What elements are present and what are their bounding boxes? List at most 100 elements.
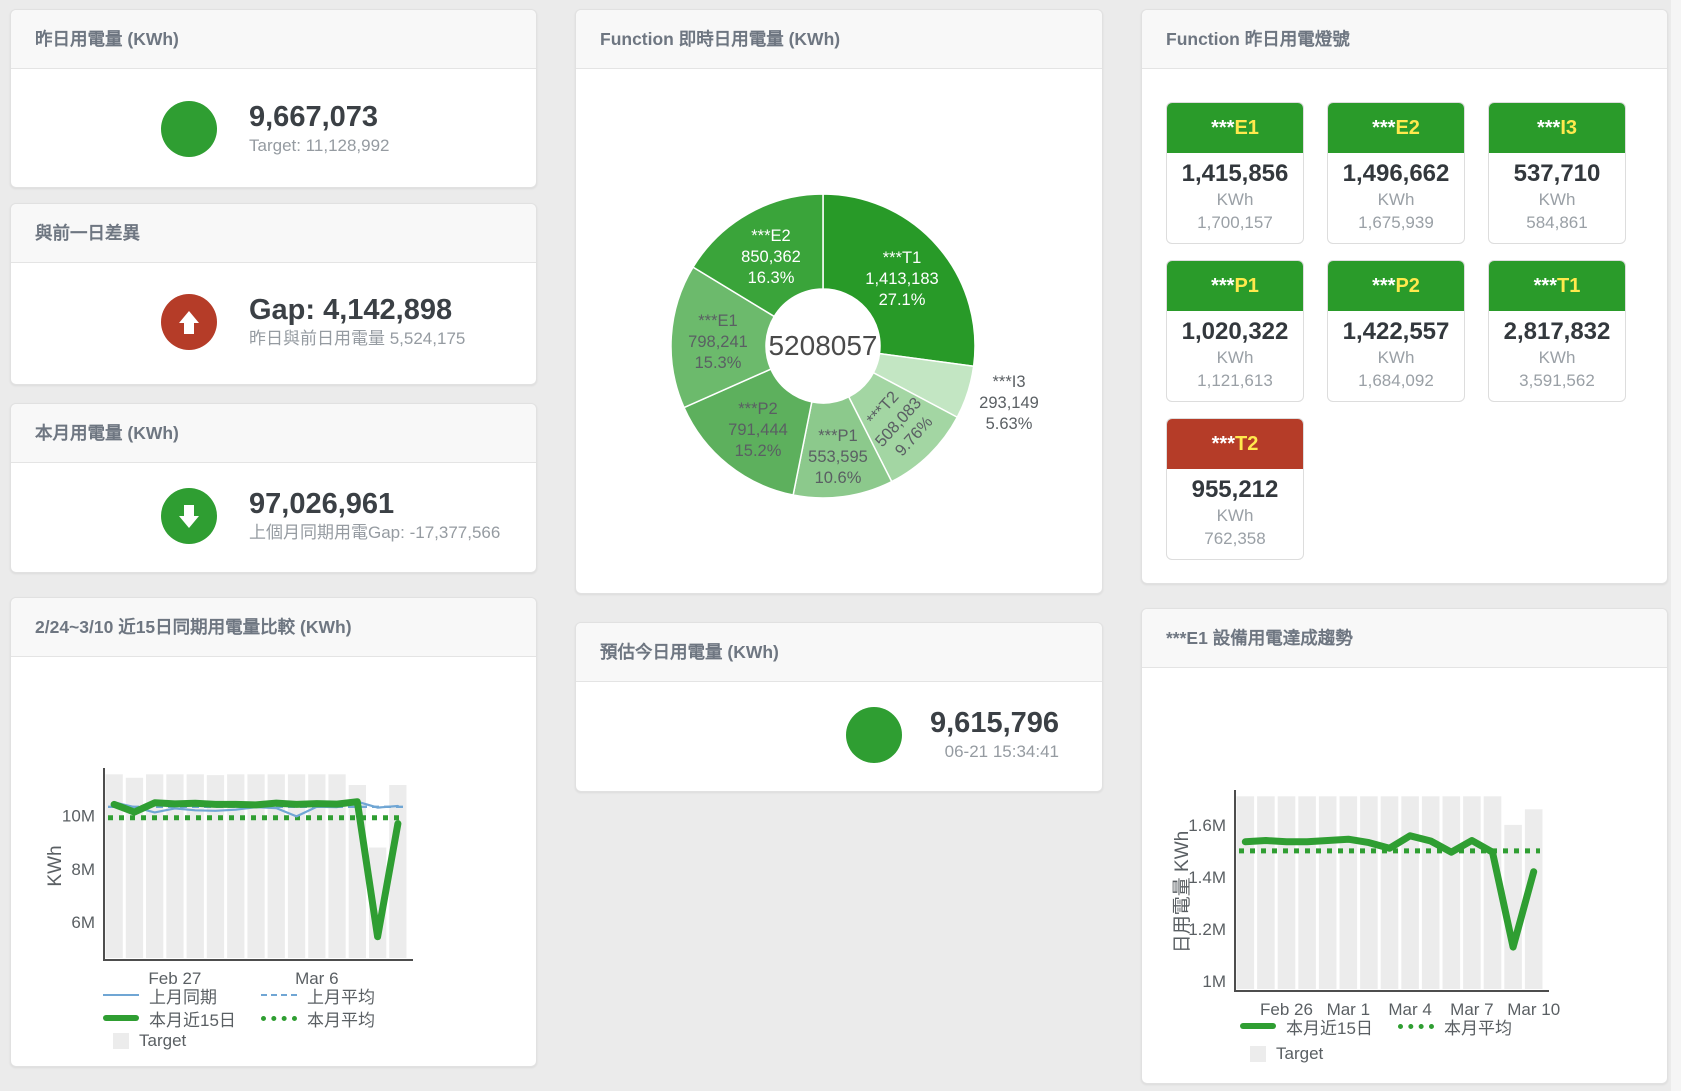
svg-text:8M: 8M xyxy=(71,860,95,879)
blue-dash-swatch-icon xyxy=(261,994,297,996)
tile-header: ***T2 xyxy=(1167,419,1303,469)
tile-value: 537,710 xyxy=(1513,160,1601,187)
card-yesterday-usage: 昨日用電量 (KWh) 9,667,073 Target: 11,128,992 xyxy=(10,9,537,188)
legend-item-last-month-avg[interactable]: 上月平均 xyxy=(261,983,419,1008)
tile-target: 762,358 xyxy=(1204,529,1266,548)
tile-unit: KWh xyxy=(1538,348,1576,367)
arrow-up-icon xyxy=(179,310,199,334)
svg-text:Mar 4: Mar 4 xyxy=(1388,1000,1431,1019)
compare15-line-chart[interactable]: 6M 8M 10M Feb 27 Mar 6 KWh xyxy=(11,598,538,1068)
gray-box-swatch-icon xyxy=(1250,1046,1266,1062)
legend-label: 本月平均 xyxy=(1444,1018,1512,1038)
green-line-swatch-icon xyxy=(1240,1023,1276,1029)
card-title: 預估今日用電量 (KWh) xyxy=(576,623,1102,682)
tile-value: 1,415,856 xyxy=(1181,160,1289,187)
svg-text:Mar 6: Mar 6 xyxy=(295,969,338,988)
tile-header: ***E2 xyxy=(1328,103,1464,153)
svg-text:6M: 6M xyxy=(71,913,95,932)
status-circle-green-icon xyxy=(161,101,217,157)
tile-p2[interactable]: ***P2 1,422,557 KWh 1,684,092 xyxy=(1327,260,1465,402)
stat-subtitle: Target: 11,128,992 xyxy=(249,136,390,155)
compare15-legend: 上月同期 上月平均 本月近15日 本月平均 xyxy=(103,984,419,1053)
svg-text:日用電量 KWh: 日用電量 KWh xyxy=(1172,831,1193,953)
status-circle-green-icon xyxy=(846,707,902,763)
stat-body: 9,615,796 06-21 15:34:41 xyxy=(576,682,1102,788)
tile-header: ***I3 xyxy=(1489,103,1625,153)
card-e1-trend-chart: ***E1 設備用電達成趨勢 1M 1.2M 1.4M 1.6M Feb 26 Mar 1… xyxy=(1141,608,1668,1084)
gray-box-swatch-icon xyxy=(113,1033,129,1049)
legend-item-target[interactable]: Target xyxy=(103,1031,261,1051)
tile-unit: KWh xyxy=(1377,348,1415,367)
stat-text: 9,667,073 Target: 11,128,992 xyxy=(249,100,390,158)
legend-label: 上月平均 xyxy=(307,987,375,1007)
tile-p1[interactable]: ***P1 1,020,322 KWh 1,121,613 xyxy=(1166,260,1304,402)
tile-header: ***P2 xyxy=(1328,261,1464,311)
card-realtime-donut: Function 即時日用電量 (KWh) ***T1 1,413,183 27.1… xyxy=(575,9,1103,594)
legend-item-this-month-avg[interactable]: 本月平均 xyxy=(1398,1014,1556,1039)
legend-label: 本月近15日 xyxy=(149,1010,236,1030)
tile-target: 1,675,939 xyxy=(1358,213,1434,232)
card-title: Function 昨日用電燈號 xyxy=(1142,10,1667,69)
stat-value: 9,615,796 xyxy=(930,707,1060,739)
e1-trend-line-chart[interactable]: 1M 1.2M 1.4M 1.6M Feb 26 Mar 1 Mar 4 Mar 7 Mar 1… xyxy=(1142,609,1669,1085)
e1-trend-legend: 本月近15日 本月平均 Target xyxy=(1240,1015,1556,1066)
legend-item-target[interactable]: Target xyxy=(1240,1044,1398,1064)
card-title: Function 即時日用電量 (KWh) xyxy=(576,10,1102,69)
svg-text:10M: 10M xyxy=(62,807,95,826)
legend-item-this-month[interactable]: 本月近15日 xyxy=(103,1006,261,1031)
svg-text:Feb 26: Feb 26 xyxy=(1260,1000,1313,1019)
stat-text: 97,026,961 上個月同期用電Gap: -17,377,566 xyxy=(249,487,500,545)
legend-label: Target xyxy=(1276,1044,1324,1063)
tile-value: 1,496,662 xyxy=(1342,160,1450,187)
lights-tile-grid: ***E1 1,415,856 KWh 1,700,157 ***E2 1,49… xyxy=(1142,69,1667,593)
tile-value: 955,212 xyxy=(1191,476,1279,503)
tile-header: ***P1 xyxy=(1167,261,1303,311)
stat-subtitle: 昨日與前日用電量 5,524,175 xyxy=(249,329,466,348)
svg-text:Mar 10: Mar 10 xyxy=(1507,1000,1560,1019)
tile-i3[interactable]: ***I3 537,710 KWh 584,861 xyxy=(1488,102,1626,244)
legend-item-this-month-avg[interactable]: 本月平均 xyxy=(261,1006,419,1031)
tile-header: ***E1 xyxy=(1167,103,1303,153)
tile-unit: KWh xyxy=(1216,506,1254,525)
stat-value: 9,667,073 xyxy=(249,101,379,133)
tile-unit: KWh xyxy=(1538,190,1576,209)
tile-target: 584,861 xyxy=(1526,213,1588,232)
arrow-down-icon xyxy=(179,504,199,528)
stat-text: 9,615,796 06-21 15:34:41 xyxy=(930,706,1059,764)
arrow-up-circle-icon xyxy=(161,294,217,350)
card-month-usage: 本月用電量 (KWh) 97,026,961 上個月同期用電Gap: -17,3… xyxy=(10,403,537,573)
realtime-donut-chart[interactable]: ***T1 1,413,183 27.1%***I3 293,149 5.63%***T… xyxy=(576,10,1104,595)
tile-t2[interactable]: ***T2 955,212 KWh 762,358 xyxy=(1166,418,1304,560)
tile-value: 1,020,322 xyxy=(1181,318,1289,345)
card-title: 與前一日差異 xyxy=(11,204,536,263)
legend-item-last-month[interactable]: 上月同期 xyxy=(103,983,261,1008)
green-dot-swatch-icon xyxy=(261,1015,297,1021)
svg-text:Mar 7: Mar 7 xyxy=(1450,1000,1493,1019)
tile-unit: KWh xyxy=(1377,190,1415,209)
stat-body: 97,026,961 上個月同期用電Gap: -17,377,566 xyxy=(11,463,536,569)
card-title: 昨日用電量 (KWh) xyxy=(11,10,536,69)
card-today-estimate: 預估今日用電量 (KWh) 9,615,796 06-21 15:34:41 xyxy=(575,622,1103,792)
tile-e1[interactable]: ***E1 1,415,856 KWh 1,700,157 xyxy=(1166,102,1304,244)
card-title: 本月用電量 (KWh) xyxy=(11,404,536,463)
arrow-down-circle-icon xyxy=(161,488,217,544)
green-line-swatch-icon xyxy=(103,1015,139,1021)
stat-body: 9,667,073 Target: 11,128,992 xyxy=(11,69,536,189)
stat-value: Gap: 4,142,898 xyxy=(249,294,453,326)
tile-t1[interactable]: ***T1 2,817,832 KWh 3,591,562 xyxy=(1488,260,1626,402)
stat-subtitle: 上個月同期用電Gap: -17,377,566 xyxy=(249,523,501,542)
stat-value: 97,026,961 xyxy=(249,488,395,520)
scrollbar-track[interactable] xyxy=(1671,0,1681,1091)
svg-text:Mar 1: Mar 1 xyxy=(1327,1000,1370,1019)
tile-unit: KWh xyxy=(1216,190,1254,209)
tile-e2[interactable]: ***E2 1,496,662 KWh 1,675,939 xyxy=(1327,102,1465,244)
tile-target: 3,591,562 xyxy=(1519,371,1595,390)
tile-unit: KWh xyxy=(1216,348,1254,367)
legend-item-this-month[interactable]: 本月近15日 xyxy=(1240,1014,1398,1039)
svg-text:1.6M: 1.6M xyxy=(1188,816,1226,835)
